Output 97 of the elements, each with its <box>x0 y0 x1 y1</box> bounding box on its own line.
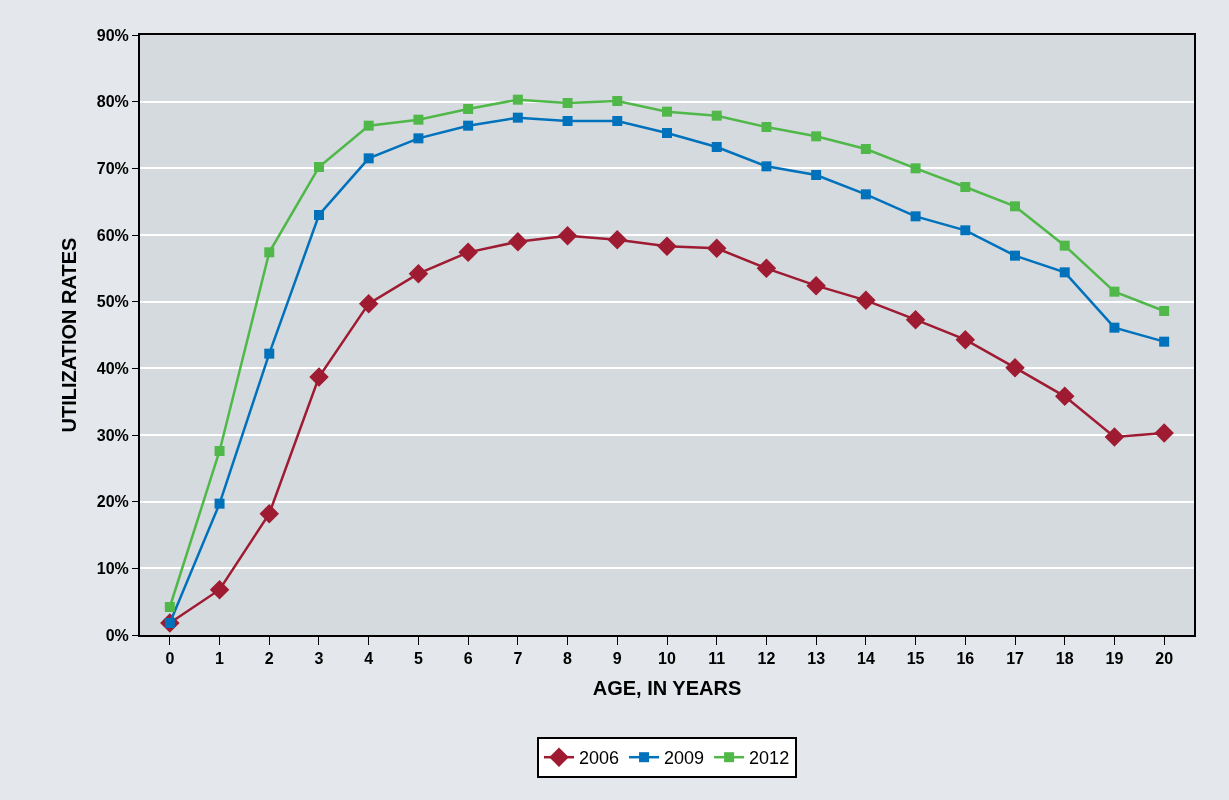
point <box>1109 286 1120 297</box>
point <box>458 242 478 263</box>
point <box>358 293 379 314</box>
point <box>1059 267 1070 278</box>
point <box>512 94 523 105</box>
x-tick-label: 16 <box>956 650 975 668</box>
point <box>1059 240 1070 251</box>
point <box>612 96 623 106</box>
y-tick-label: 70% <box>96 159 129 177</box>
y-tick-label: 20% <box>96 493 129 511</box>
x-tick-label: 5 <box>413 650 423 668</box>
point <box>313 162 324 172</box>
x-tick-label: 12 <box>757 650 776 668</box>
point <box>313 210 324 220</box>
x-tick-label: 2 <box>264 650 274 668</box>
point <box>562 98 573 108</box>
point <box>214 446 225 456</box>
point <box>1109 322 1120 333</box>
point <box>711 142 722 152</box>
point <box>761 122 772 132</box>
x-tick-label: 9 <box>612 650 622 668</box>
point <box>209 579 230 600</box>
point <box>811 170 822 180</box>
point <box>662 106 672 117</box>
point <box>1154 423 1174 443</box>
x-axis-title: AGE, IN YEARS <box>592 677 742 700</box>
y-tick-label: 50% <box>96 293 129 311</box>
point <box>309 367 329 387</box>
x-tick-label: 14 <box>856 650 875 668</box>
point <box>607 229 628 250</box>
point <box>960 225 971 236</box>
point <box>910 211 921 222</box>
point <box>1104 427 1125 447</box>
x-tick-label: 8 <box>563 650 573 668</box>
point <box>662 128 672 138</box>
x-tick-label: 15 <box>906 650 925 668</box>
point <box>413 133 424 144</box>
point <box>214 498 225 509</box>
y-tick-label: 0% <box>105 626 129 644</box>
x-tick-label: 4 <box>364 650 374 668</box>
x-tick-label: 11 <box>708 650 726 668</box>
y-tick-label: 60% <box>96 226 129 244</box>
point <box>1159 306 1170 316</box>
y-tick-label: 40% <box>96 359 129 377</box>
y-tick-label: 80% <box>96 93 129 111</box>
x-tick-label: 19 <box>1105 650 1124 668</box>
point <box>508 231 528 252</box>
x-tick-label: 17 <box>1006 650 1025 668</box>
point <box>761 161 772 172</box>
point <box>363 120 374 131</box>
point <box>910 163 921 174</box>
point <box>408 263 429 284</box>
point <box>259 503 280 524</box>
x-tick-label: 7 <box>513 650 523 668</box>
point <box>512 112 523 123</box>
point <box>363 153 374 164</box>
point <box>960 182 971 192</box>
x-tick-label: 6 <box>463 650 473 668</box>
point <box>860 189 871 200</box>
point <box>463 104 474 114</box>
point <box>1054 386 1075 407</box>
x-tick-label: 20 <box>1155 650 1174 668</box>
point <box>860 144 871 154</box>
x-tick-label: 18 <box>1055 650 1074 668</box>
y-tick-label: 90% <box>96 26 129 44</box>
point <box>955 329 976 350</box>
point <box>1159 336 1170 347</box>
point <box>756 258 777 279</box>
legend-label: 2012 <box>749 748 790 769</box>
x-tick-label: 13 <box>807 650 826 668</box>
point <box>711 110 722 121</box>
legend-label: 2006 <box>579 748 620 769</box>
point <box>657 236 677 257</box>
point <box>1010 250 1021 261</box>
point <box>164 602 175 612</box>
point <box>1010 201 1021 212</box>
point <box>905 309 926 330</box>
point <box>856 290 876 311</box>
point <box>264 247 275 258</box>
point <box>463 120 474 131</box>
x-tick-label: 10 <box>658 650 676 668</box>
y-tick-label: 10% <box>96 559 129 577</box>
point <box>557 225 578 246</box>
point <box>811 131 822 142</box>
point <box>1005 357 1025 378</box>
point <box>612 116 623 126</box>
y-axis-title: UTILIZATION RATES <box>57 237 80 433</box>
x-tick-label: 0 <box>165 650 175 668</box>
y-tick-label: 30% <box>96 426 129 444</box>
legend-label: 2009 <box>664 748 705 769</box>
point <box>413 114 424 125</box>
x-tick-label: 1 <box>215 650 225 668</box>
point <box>706 238 727 259</box>
point <box>562 116 573 126</box>
point <box>264 348 275 359</box>
point <box>806 275 826 296</box>
x-tick-label: 3 <box>314 650 324 668</box>
